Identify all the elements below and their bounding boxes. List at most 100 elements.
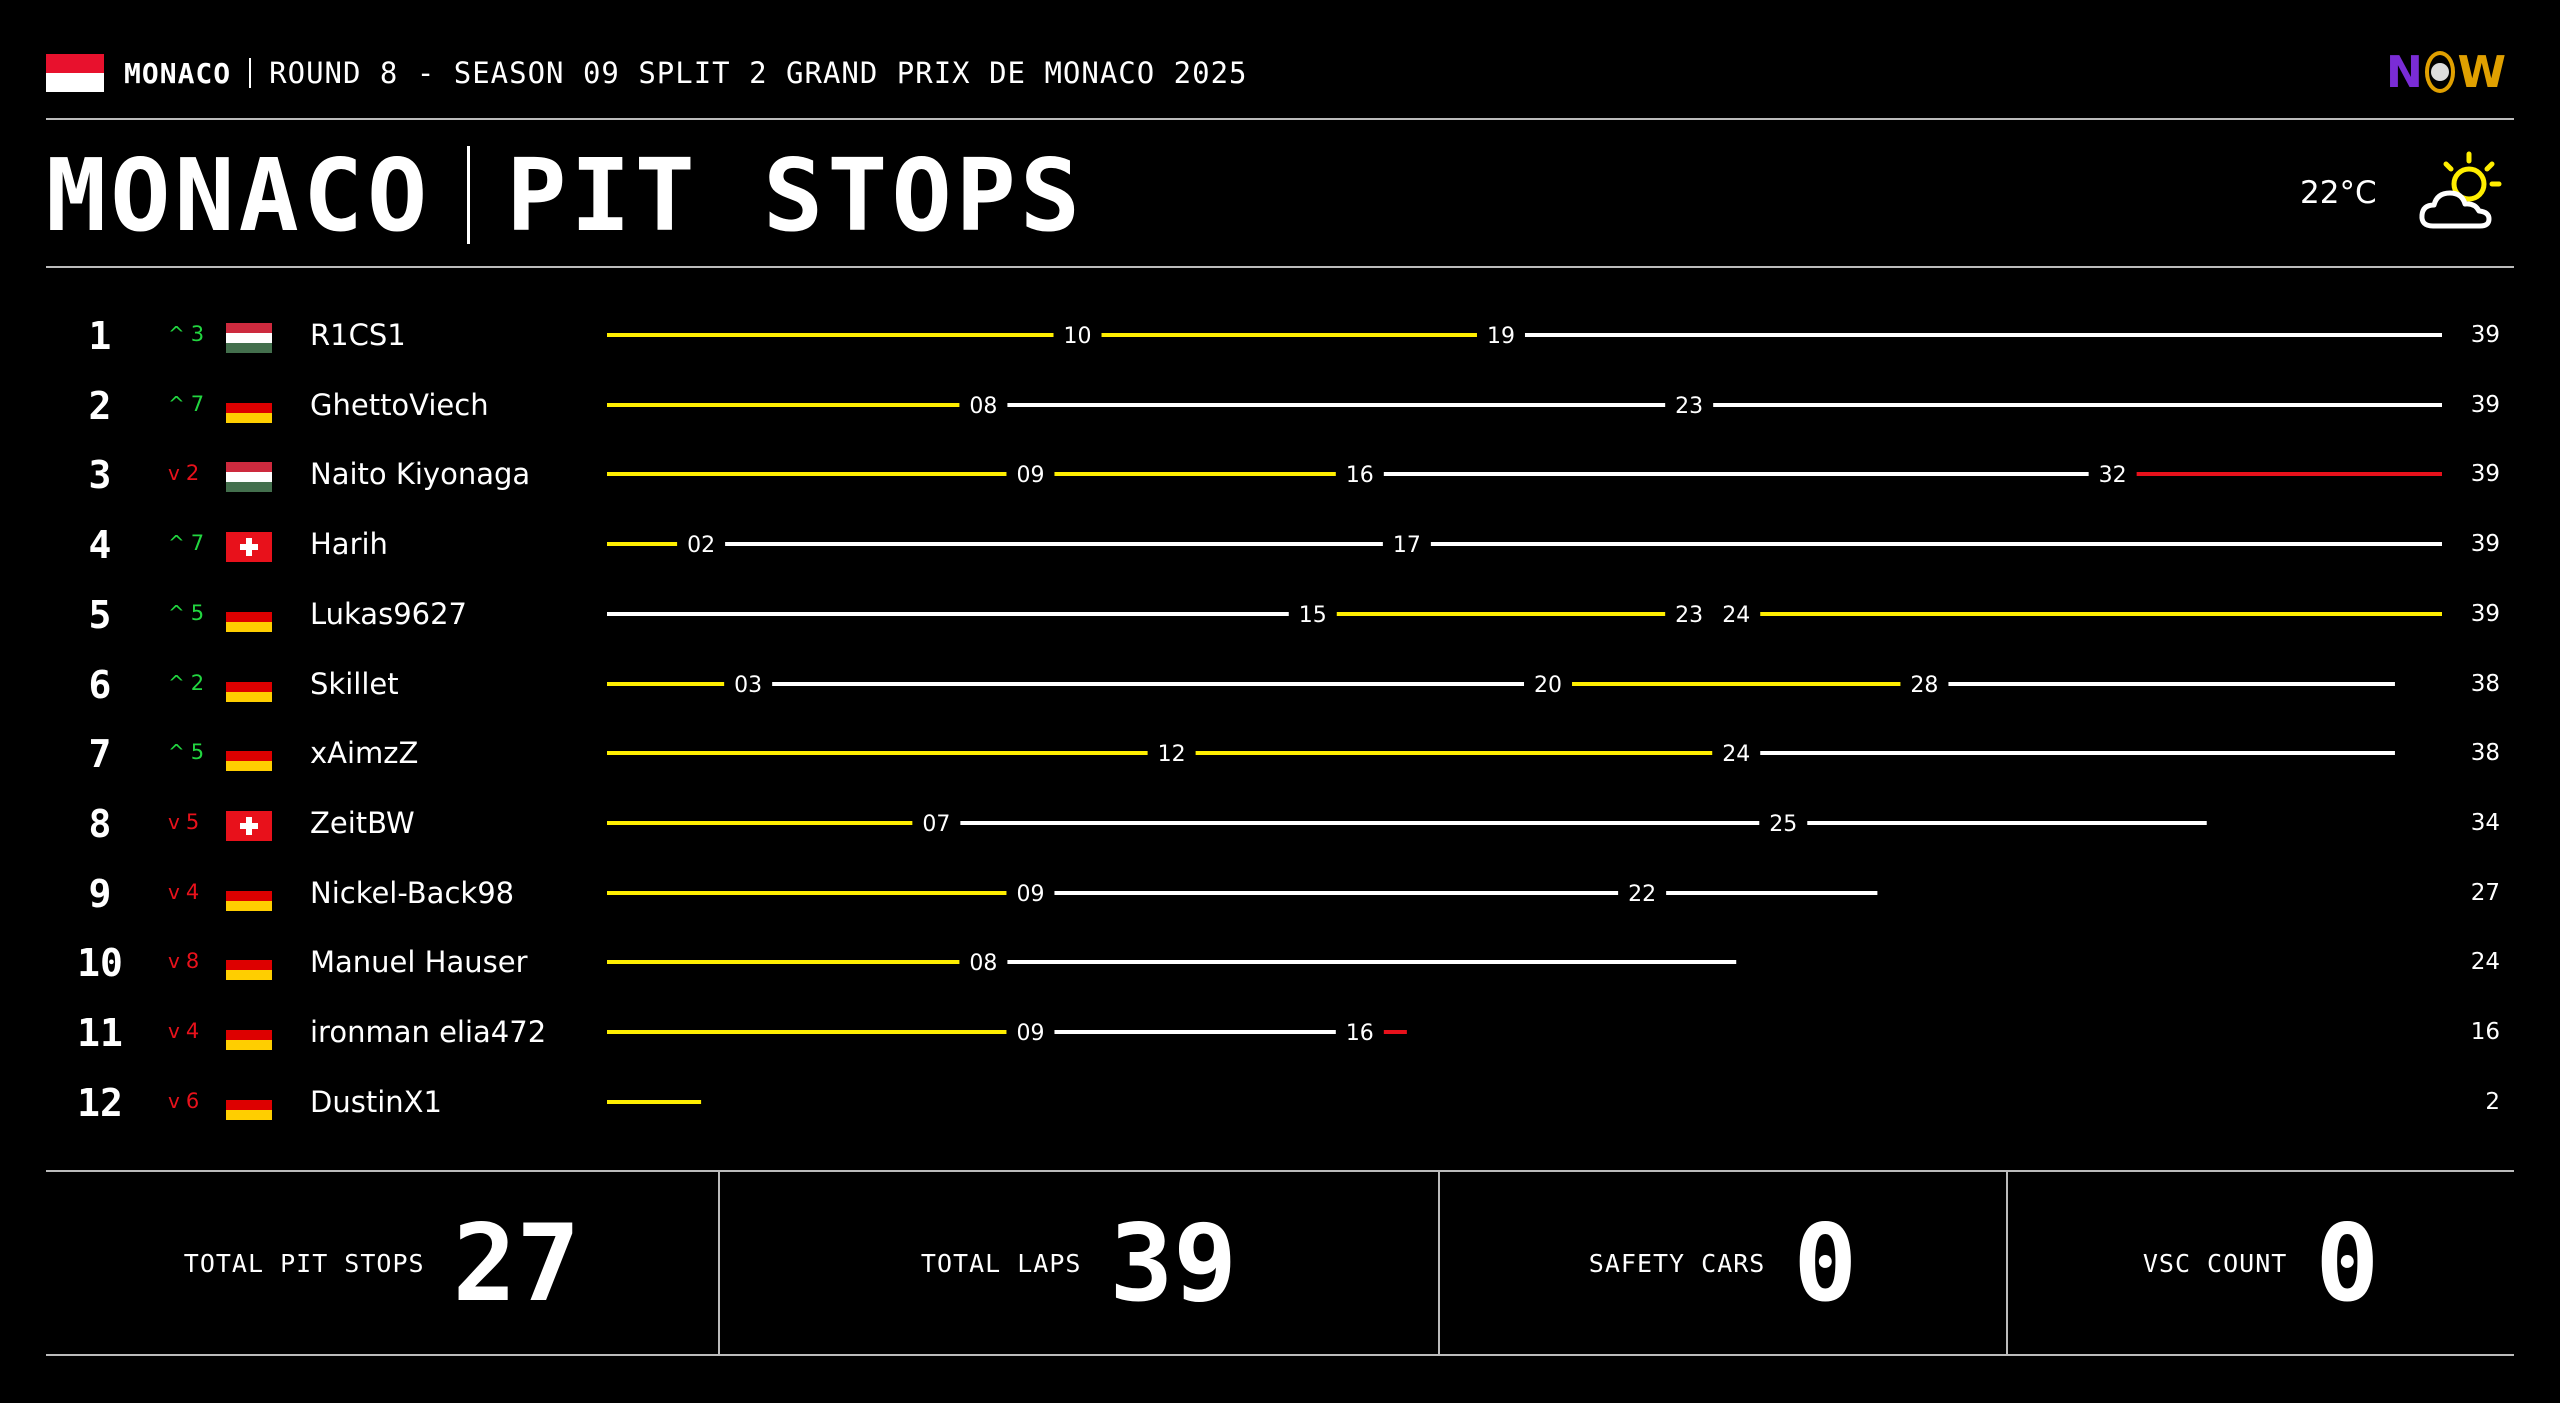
driver-name: Manuel Hauser	[310, 945, 528, 980]
laps-completed: 39	[2470, 391, 2500, 418]
de-flag-icon	[226, 601, 272, 632]
position-change: ^ 5	[168, 740, 204, 764]
table-row: 5 ^ 5 Lukas9627 15 23 24 39	[0, 579, 2560, 649]
driver-name: ZeitBW	[310, 805, 415, 840]
position-change-value: 5	[185, 809, 200, 834]
event-bar: MONACO ROUND 8 - SEASON 09 SPLIT 2 GRAND…	[46, 52, 1248, 94]
pit-lap-label: 23	[1675, 394, 1703, 419]
title-section: PIT STOPS	[506, 136, 1085, 254]
arrow-up-icon: ^	[168, 531, 185, 556]
now-logo: N W	[2386, 46, 2506, 98]
arrow-up-icon: ^	[168, 740, 185, 765]
laps-completed: 39	[2470, 461, 2500, 488]
laps-completed: 39	[2470, 531, 2500, 558]
table-row: 1 ^ 3 R1CS1 10 19 39	[0, 300, 2560, 370]
table-row: 7 ^ 5 xAimzZ 12 24 38	[0, 718, 2560, 788]
de-flag-icon	[226, 950, 272, 981]
position-change: ^ 7	[168, 531, 204, 555]
position-change-value: 6	[185, 1088, 200, 1113]
divider	[1438, 1172, 1440, 1354]
position-change-value: 3	[190, 322, 205, 346]
de-flag-icon	[226, 880, 272, 911]
monaco-flag-icon	[46, 54, 104, 92]
arrow-down-icon: v	[168, 1088, 180, 1113]
position: 10	[77, 941, 123, 986]
arrow-down-icon: v	[168, 461, 180, 486]
laps-completed: 34	[2470, 809, 2500, 836]
driver-name: Harih	[310, 527, 388, 562]
divider	[46, 266, 2514, 268]
position-change: ^ 5	[168, 601, 204, 625]
pit-lap-label: 16	[1346, 1021, 1374, 1046]
table-row: 12 v 6 DustinX1 2	[0, 1067, 2560, 1137]
divider	[467, 146, 471, 244]
position-change-value: 2	[185, 461, 200, 486]
position-change-value: 5	[190, 740, 205, 765]
position-change: ^ 2	[168, 671, 204, 695]
arrow-down-icon: v	[168, 1019, 180, 1043]
temperature: 22°C	[2300, 175, 2377, 211]
table-row: 6 ^ 2 Skillet 03 20 28 38	[0, 649, 2560, 719]
pit-lap-label: 17	[1393, 533, 1421, 558]
pit-lap-label: 09	[1016, 463, 1044, 488]
event-country: MONACO	[124, 56, 232, 90]
table-row: 8 v 5 ZeitBW 07 25 34	[0, 788, 2560, 858]
position: 9	[88, 871, 112, 916]
divider	[2006, 1172, 2008, 1354]
laps-completed: 24	[2470, 949, 2500, 976]
pit-lap-label: 24	[1722, 603, 1750, 628]
driver-name: Skillet	[310, 666, 399, 701]
laps-completed: 38	[2470, 670, 2500, 697]
stat-vsc-count: VSC COUNT 0	[2142, 1201, 2380, 1325]
stat-total-laps: TOTAL LAPS 39	[920, 1201, 1238, 1325]
driver-name: ironman elia472	[310, 1015, 547, 1049]
position: 2	[88, 383, 112, 428]
pit-lap-label: 25	[1769, 812, 1797, 837]
position-change: ^ 3	[168, 322, 204, 346]
laps-completed: 39	[2470, 322, 2500, 348]
sun-cloud-icon	[2419, 151, 2502, 229]
driver-name: DustinX1	[310, 1084, 442, 1119]
pit-lap-label: 15	[1299, 603, 1327, 628]
position: 6	[88, 662, 112, 707]
de-flag-icon	[226, 671, 272, 702]
laps-completed: 38	[2470, 740, 2500, 767]
stat-safety-cars: SAFETY CARS 0	[1588, 1201, 1858, 1325]
position: 3	[88, 453, 112, 498]
page-title: MONACO PIT STOPS	[46, 137, 1084, 254]
position: 5	[88, 592, 112, 637]
divider	[718, 1172, 720, 1354]
pit-lap-label: 08	[969, 394, 997, 419]
weather: 22°C	[2300, 148, 2507, 238]
position-change-value: 7	[190, 531, 205, 556]
pit-lap-label: 19	[1487, 324, 1515, 349]
logo-emblem-icon	[2424, 51, 2456, 93]
pit-lap-label: 24	[1722, 742, 1750, 767]
laps-completed: 2	[2485, 1088, 2500, 1115]
de-flag-icon	[226, 1020, 272, 1050]
arrow-up-icon: ^	[168, 600, 185, 625]
ch-flag-icon	[226, 532, 272, 563]
laps-completed: 27	[2470, 879, 2500, 906]
ch-flag-icon	[226, 810, 272, 841]
position: 1	[88, 314, 112, 358]
position-change-value: 8	[185, 949, 200, 974]
pit-lap-label: 03	[734, 673, 762, 698]
pit-lap-label: 10	[1064, 324, 1092, 349]
title-country: MONACO	[46, 136, 432, 254]
position-change-value: 5	[190, 600, 205, 625]
pit-lap-label: 32	[2099, 463, 2127, 488]
arrow-up-icon: ^	[168, 322, 185, 346]
arrow-down-icon: v	[168, 809, 180, 834]
divider	[249, 58, 252, 88]
de-flag-icon	[226, 741, 272, 772]
arrow-down-icon: v	[168, 949, 180, 974]
table-row: 2 ^ 7 GhettoViech 08 23 39	[0, 370, 2560, 440]
table-row: 10 v 8 Manuel Hauser 08 24	[0, 927, 2560, 997]
position-change: ^ 7	[168, 392, 204, 416]
